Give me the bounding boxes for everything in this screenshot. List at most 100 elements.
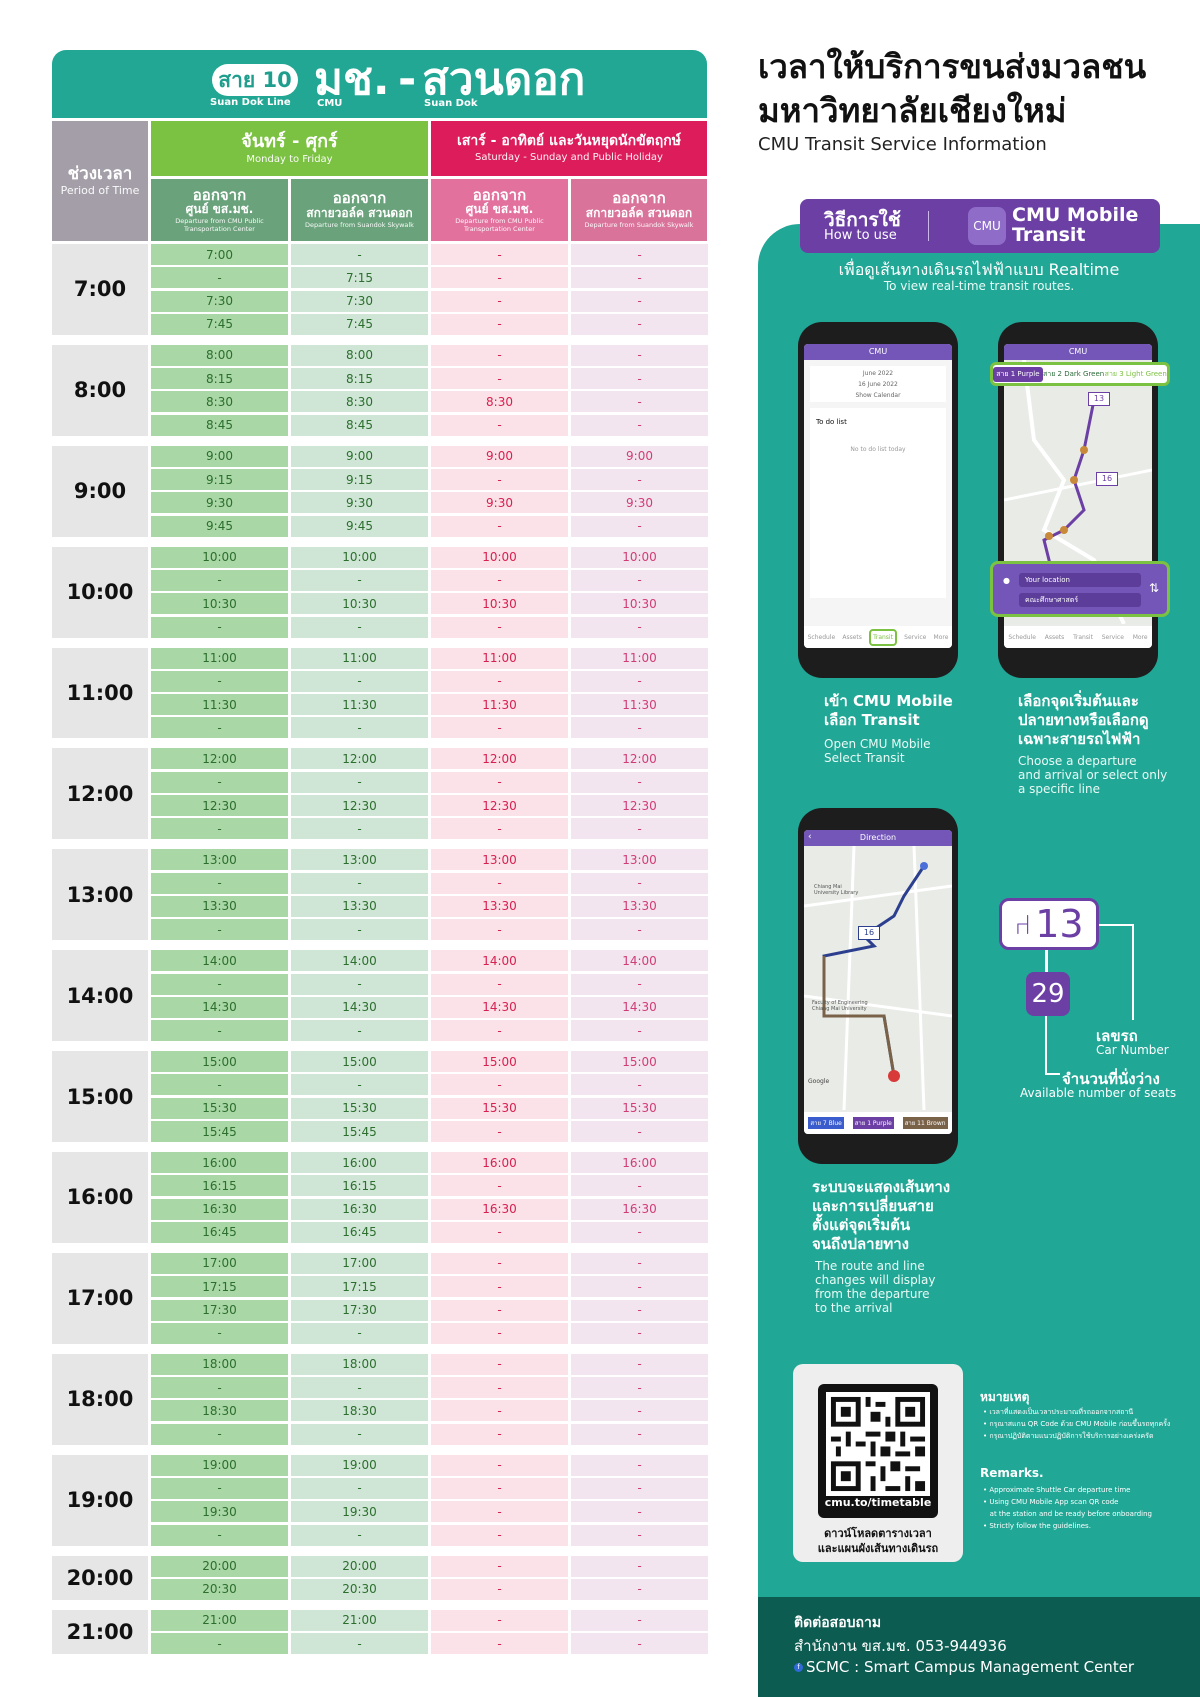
departure-time-cell: 8:15 [151, 368, 288, 390]
back-arrow-icon[interactable]: ‹ [808, 832, 812, 842]
departure-time-cell: - [151, 1020, 288, 1042]
dep-english: Departure from Suandok Skywalk [584, 221, 694, 230]
nav-more[interactable]: More [933, 633, 949, 641]
departure-time-cell: 9:45 [291, 515, 428, 537]
nav-schedule[interactable]: Schedule [1008, 633, 1036, 641]
line-header: สาย 10 Suan Dok Line มช. CMU - สวนดอก Su… [52, 50, 707, 118]
to-field[interactable]: คณะศึกษาศาสตร์ [1019, 593, 1141, 607]
nav-service[interactable]: Service [904, 633, 927, 641]
map-attribution: Google [808, 1078, 830, 1085]
from-field[interactable]: Your location [1019, 573, 1141, 587]
bottom-nav: Schedule Assets Transit Service More [1004, 626, 1152, 648]
qr-code-graphic [826, 1392, 930, 1496]
nav-more[interactable]: More [1132, 633, 1148, 641]
direction-map[interactable] [804, 845, 952, 1112]
dep-place: สกายวอล์ค สวนดอก [585, 205, 693, 220]
departure-time-cell: 16:30 [291, 1198, 428, 1220]
departure-time-cell: - [431, 818, 568, 840]
route-chip-purple[interactable]: สาย 1 Purple [852, 1117, 894, 1129]
qr-code[interactable] [826, 1392, 930, 1496]
timetable: สาย 10 Suan Dok Line มช. CMU - สวนดอก Su… [52, 50, 708, 1655]
departure-time-cell: 16:00 [151, 1152, 288, 1174]
show-calendar-link[interactable]: Show Calendar [855, 392, 901, 399]
departure-time-cell: - [431, 1252, 568, 1274]
departure-time-cell: 17:30 [151, 1299, 288, 1321]
nav-assets[interactable]: Assets [1044, 633, 1065, 641]
departure-time-cell: - [431, 267, 568, 289]
table-row: ---- [151, 1633, 708, 1655]
departure-time-cell: - [151, 1524, 288, 1546]
departure-time-cell: 16:30 [151, 1198, 288, 1220]
departure-time-cell: - [291, 717, 428, 739]
nav-assets[interactable]: Assets [842, 633, 862, 641]
departure-time-cell: - [571, 717, 708, 739]
departure-time-cell: 9:30 [571, 492, 708, 514]
departure-time-cell: - [431, 469, 568, 491]
departure-time-cell: - [571, 1221, 708, 1243]
step-2-thai-line: เลือกจุดเริ่มต้นและ [1018, 692, 1139, 710]
departure-time-cell: 15:00 [151, 1051, 288, 1073]
line-tab-purple[interactable]: สาย 1 Purple [993, 366, 1043, 382]
departure-time-cell: - [571, 313, 708, 335]
departure-time-cell: - [291, 1322, 428, 1344]
line-tab-dark-green[interactable]: สาย 2 Dark Green [1042, 369, 1105, 378]
hour-group: 19:00 19:00 19:00- - - - - -19:30 19:30- - - - - - [52, 1454, 708, 1546]
remark: • Strictly follow the guidelines. [983, 1522, 1091, 1530]
qr-caption-line-2: และแผนผังเส้นทางเดินรถ [817, 1542, 939, 1555]
bus-marker-16[interactable]: 16 [858, 926, 880, 940]
route-chip-brown[interactable]: สาย 11 Brown [902, 1117, 948, 1129]
todo-card: To do list No to do list today [810, 408, 946, 598]
departure-time-cell: 17:15 [291, 1276, 428, 1298]
contact-facebook[interactable]: f SCMC : Smart Campus Management Center [794, 1658, 1134, 1676]
departure-time-cell: - [571, 973, 708, 995]
hour-label: 21:00 [52, 1609, 148, 1655]
swap-icon[interactable]: ⇅ [1149, 581, 1160, 595]
departure-time-cell: - [571, 469, 708, 491]
note-thai: • กรุณาสแกน QR Code ด้วย CMU Mobile ก่อน… [983, 1420, 1171, 1428]
departure-time-cell: - [431, 670, 568, 692]
departure-time-cell: 15:30 [291, 1097, 428, 1119]
departure-time-cell: - [431, 1353, 568, 1375]
departure-time-cell: 14:00 [151, 950, 288, 972]
departure-time-cell: 7:30 [291, 290, 428, 312]
departure-time-cell: 8:30 [291, 391, 428, 413]
qr-url[interactable]: cmu.to/timetable [824, 1496, 932, 1509]
departure-time-cell: - [431, 919, 568, 941]
weekend-header: เสาร์ - อาทิตย์ และวันหยุดนักขัตฤกษ์ Sat… [431, 121, 707, 176]
departure-time-cell: - [571, 1555, 708, 1577]
departure-time-cell: - [431, 515, 568, 537]
legend-leader-line [1045, 1073, 1060, 1075]
nav-service[interactable]: Service [1101, 633, 1124, 641]
departure-time-cell: 13:00 [291, 849, 428, 871]
table-row: ---- [151, 616, 708, 638]
departure-time-cell: - [431, 1524, 568, 1546]
step-2-english-line: a specific line [1018, 782, 1100, 796]
table-row: 9:15 9:15- - [151, 469, 708, 491]
departure-time-cell: - [151, 771, 288, 793]
departure-time-cell: - [151, 1423, 288, 1445]
departure-time-cell: 16:30 [571, 1198, 708, 1220]
calendar-date: 16 June 2022 [858, 381, 898, 388]
departure-time-cell: 10:30 [151, 593, 288, 615]
route-chip-blue[interactable]: สาย 7 Blue [808, 1117, 844, 1129]
departure-time-cell: - [431, 1400, 568, 1422]
step-3-thai-line: ระบบจะแสดงเส้นทาง [812, 1178, 951, 1196]
hour-group: 13:00 13:00 13:00 13:00 13:00- - - -13:30 13:30 1… [52, 849, 708, 941]
nav-schedule[interactable]: Schedule [807, 633, 836, 641]
table-row: 16:15 16:15- - [151, 1175, 708, 1197]
table-row: 9:45 9:45- - [151, 515, 708, 537]
bus-marker-13[interactable]: 13 [1088, 392, 1110, 406]
nav-transit[interactable]: Transit [1073, 633, 1093, 641]
departure-time-cell: 12:00 [431, 748, 568, 770]
departure-time-cell: - [431, 1175, 568, 1197]
note-thai: • กรุณาปฏิบัติตามแนวปฏิบัติการใช้บริการอ… [983, 1432, 1154, 1440]
departure-time-cell: - [291, 244, 428, 265]
departure-time-cell: 15:00 [571, 1051, 708, 1073]
departure-time-cell: 16:45 [291, 1221, 428, 1243]
table-row: 18:30 18:30- - [151, 1400, 708, 1422]
departure-time-cell: - [571, 569, 708, 591]
departure-time-cell: - [571, 1252, 708, 1274]
nav-transit[interactable]: Transit [869, 628, 897, 646]
line-tab-light-green[interactable]: สาย 3 Light Green [1104, 369, 1167, 378]
bus-marker-16[interactable]: 16 [1096, 472, 1118, 486]
